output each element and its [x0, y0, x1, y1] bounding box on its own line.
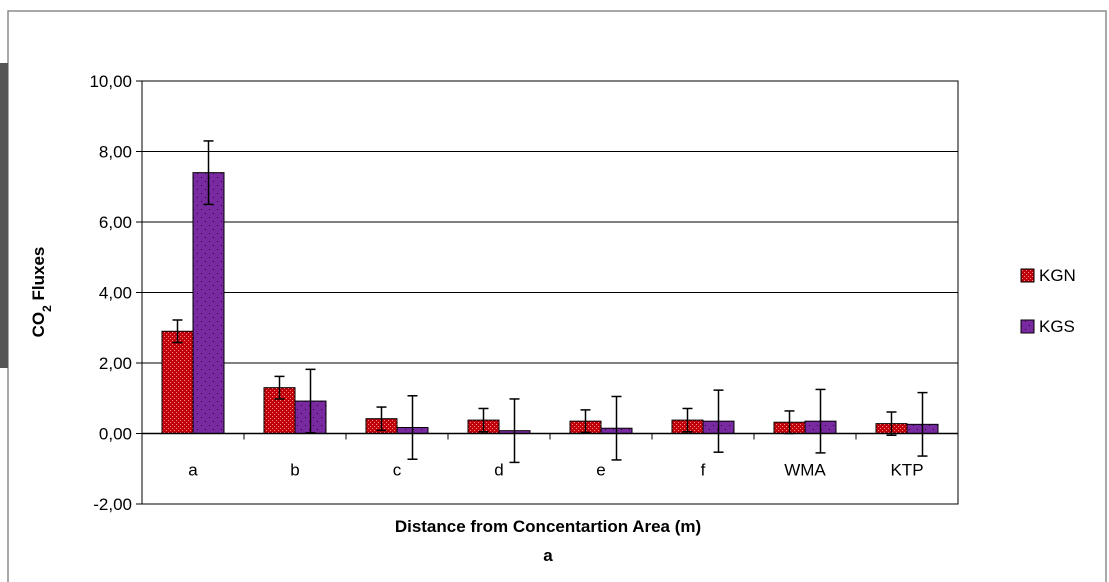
legend-swatch-kgs	[1020, 319, 1035, 334]
error-bar-kgs-c	[407, 395, 418, 460]
error-bar-kgn-b	[274, 375, 285, 400]
x-tick-label-c: c	[393, 461, 402, 480]
error-bar-kgn-c	[376, 406, 387, 432]
error-bar-kgs-e	[611, 395, 622, 461]
y-axis-ticks: -2,00 0,00 2,00 4,00 6,00 8,00 10,00	[89, 72, 142, 514]
chart-caption: a	[543, 546, 553, 565]
gridlines	[142, 151, 958, 364]
x-tick-label-d: d	[494, 461, 503, 480]
error-bar-kgs-d	[509, 398, 520, 464]
x-axis-label: Distance from Concentartion Area (m)	[395, 517, 701, 536]
bar-kgn-a	[161, 330, 194, 434]
y-tick-label: 0,00	[99, 425, 132, 444]
legend-swatch-kgn	[1020, 268, 1035, 283]
error-bar-kgn-d	[478, 407, 489, 433]
y-tick-label: 8,00	[99, 143, 132, 162]
left-edge-bar	[0, 63, 8, 368]
error-bars	[172, 140, 928, 464]
bar-kgs-a	[192, 172, 225, 434]
error-bar-kgs-f	[713, 389, 724, 453]
error-bar-kgn-f	[682, 407, 693, 433]
error-bar-kgn-e	[580, 409, 591, 434]
x-axis	[141, 432, 959, 440]
x-tick-label-ktp: KTP	[890, 461, 923, 480]
legend-label-kgs: KGS	[1039, 317, 1075, 336]
error-bar-kgs-wma	[815, 388, 826, 454]
y-tick-label: 2,00	[99, 354, 132, 373]
x-axis-tick-labels: a b c d e f WMA KTP	[188, 461, 923, 480]
x-tick-label-wma: WMA	[784, 461, 826, 480]
x-tick-label-b: b	[290, 461, 299, 480]
error-bar-kgs-a	[203, 140, 214, 206]
error-bar-kgn-ktp	[886, 411, 897, 437]
error-bar-kgs-ktp	[917, 391, 928, 457]
x-tick-label-e: e	[596, 461, 605, 480]
y-tick-label: 6,00	[99, 213, 132, 232]
legend: KGN KGS	[1020, 266, 1076, 336]
y-axis-label: CO2 Fluxes	[29, 247, 54, 338]
y-tick-label: 10,00	[89, 72, 132, 91]
y-tick-label: -2,00	[93, 495, 132, 514]
x-tick-label-a: a	[188, 461, 198, 480]
x-tick-label-f: f	[701, 461, 706, 480]
y-tick-label: 4,00	[99, 284, 132, 303]
error-bar-kgn-a	[172, 319, 183, 344]
legend-label-kgn: KGN	[1039, 266, 1076, 285]
